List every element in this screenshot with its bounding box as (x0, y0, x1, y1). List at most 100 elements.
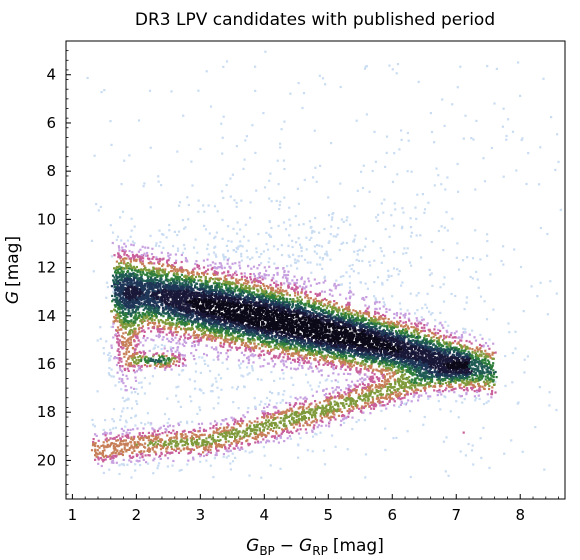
density-point (118, 299, 121, 302)
density-point (187, 431, 191, 434)
density-point (381, 324, 384, 327)
density-point (510, 439, 513, 442)
density-point (140, 274, 143, 277)
density-point (136, 336, 139, 340)
density-point (240, 199, 243, 202)
density-point (293, 367, 296, 370)
density-point (385, 394, 388, 397)
density-point (105, 440, 108, 443)
density-point (247, 361, 250, 365)
density-point (434, 319, 437, 322)
density-point (143, 283, 146, 286)
density-point (482, 426, 485, 429)
density-point (371, 375, 374, 378)
density-point (386, 373, 389, 376)
density-point (322, 305, 325, 308)
density-point (285, 332, 288, 335)
density-point (339, 283, 342, 286)
density-point (173, 262, 176, 265)
density-point (343, 334, 346, 337)
density-point (480, 355, 483, 358)
density-point (432, 357, 435, 360)
density-point (279, 200, 282, 203)
density-point (403, 329, 407, 332)
density-point (134, 327, 137, 330)
density-point (325, 336, 329, 339)
density-point (156, 292, 159, 295)
density-point (348, 264, 351, 267)
density-point (392, 224, 396, 227)
density-point (139, 293, 142, 296)
density-point (209, 264, 212, 267)
density-point (119, 365, 122, 368)
density-point (249, 432, 252, 435)
density-point (273, 436, 277, 440)
density-point (228, 265, 231, 268)
density-point (172, 331, 175, 334)
density-point (375, 216, 378, 219)
density-point (297, 421, 300, 424)
density-point (442, 345, 445, 348)
density-point (332, 364, 335, 367)
density-point (283, 339, 286, 342)
density-point (206, 294, 209, 297)
density-point (461, 376, 464, 379)
density-point (430, 240, 433, 244)
density-point (355, 386, 358, 389)
density-point (265, 396, 269, 400)
density-point (462, 379, 465, 382)
density-point (98, 446, 101, 449)
density-point (146, 254, 149, 257)
density-point (131, 438, 134, 441)
density-point (306, 302, 309, 305)
density-point (162, 282, 165, 285)
density-point (437, 332, 440, 335)
density-point (446, 176, 449, 179)
density-point (329, 300, 332, 304)
density-point (139, 281, 142, 284)
density-point (144, 312, 147, 315)
density-point (119, 440, 122, 443)
density-point (119, 369, 122, 372)
density-point (416, 348, 419, 351)
density-point (371, 388, 374, 391)
density-point (360, 170, 363, 173)
density-point (393, 348, 397, 351)
density-point (214, 253, 217, 256)
density-point (113, 254, 116, 257)
density-point (143, 330, 146, 333)
density-point (325, 424, 328, 427)
density-point (491, 386, 494, 389)
density-point (412, 326, 415, 329)
density-point (481, 337, 484, 340)
density-point (263, 266, 266, 269)
density-point (461, 355, 464, 358)
density-point (252, 429, 255, 432)
density-point (511, 352, 514, 355)
density-point (446, 331, 449, 334)
density-point (140, 327, 143, 330)
density-point (405, 355, 408, 358)
density-point (347, 389, 350, 392)
density-point (254, 354, 257, 357)
density-point (127, 350, 131, 353)
density-point (196, 327, 199, 330)
density-point (481, 369, 484, 372)
density-point (387, 393, 390, 396)
density-point (229, 462, 232, 465)
density-point (385, 364, 388, 367)
density-point (395, 436, 398, 439)
density-point (364, 245, 367, 248)
density-point (190, 352, 193, 355)
density-point (325, 408, 328, 411)
density-point (130, 274, 133, 277)
density-point (261, 431, 264, 434)
density-point (140, 330, 143, 333)
density-point (341, 348, 344, 351)
density-point (192, 354, 195, 357)
density-point (456, 86, 459, 89)
density-point (118, 377, 121, 380)
density-point (232, 401, 235, 404)
density-point (478, 348, 481, 351)
density-point (197, 199, 200, 202)
